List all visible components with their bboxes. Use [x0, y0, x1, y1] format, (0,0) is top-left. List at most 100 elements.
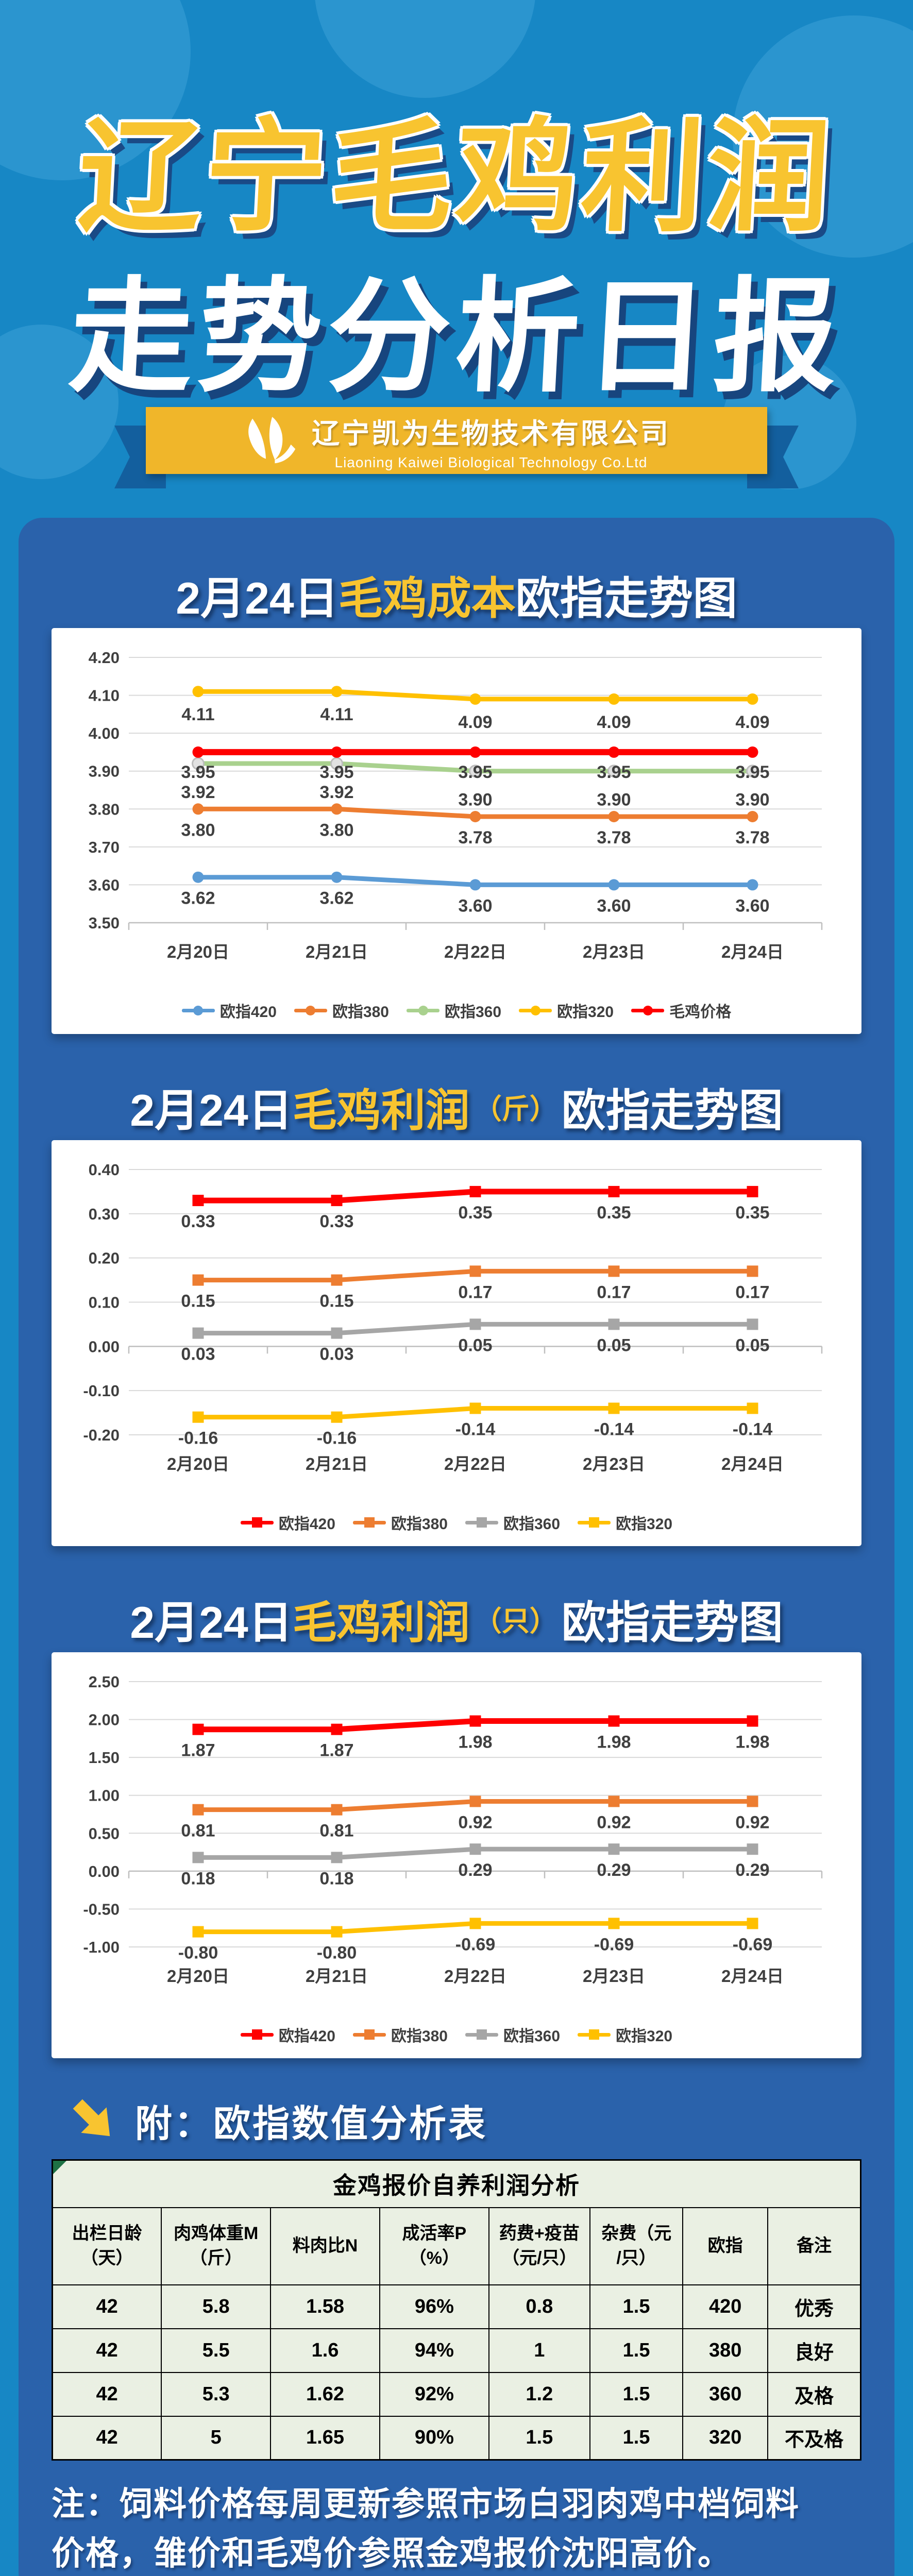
svg-text:1.87: 1.87 [181, 1741, 215, 1760]
legend-label: 欧指320 [616, 2028, 673, 2045]
table-cell: 420 [682, 2284, 769, 2329]
table-cell: 1.6 [270, 2328, 380, 2373]
legend-label: 欧指380 [332, 1004, 389, 1021]
svg-text:0.17: 0.17 [735, 1282, 769, 1302]
svg-text:1.98: 1.98 [597, 1733, 631, 1752]
svg-text:0.40: 0.40 [89, 1161, 120, 1179]
company-ribbon: 辽宁凯为生物技术有限公司 Liaoning Kaiwei Biological … [146, 407, 767, 474]
svg-text:2月24日: 2月24日 [721, 1454, 784, 1473]
legend-marker [578, 2029, 611, 2040]
svg-text:3.62: 3.62 [181, 889, 215, 908]
svg-text:3.95: 3.95 [458, 762, 492, 782]
svg-text:0.00: 0.00 [89, 1337, 120, 1355]
legend-item: 欧指360 [465, 1511, 560, 1534]
svg-text:2月21日: 2月21日 [306, 1967, 368, 1986]
svg-text:2月24日: 2月24日 [721, 942, 784, 961]
svg-text:3.95: 3.95 [181, 762, 215, 782]
table-cell: 5.5 [161, 2328, 272, 2373]
svg-text:0.05: 0.05 [735, 1335, 769, 1355]
svg-text:2月23日: 2月23日 [583, 942, 645, 961]
table-header-cell: 备注 [767, 2207, 861, 2285]
svg-text:0.20: 0.20 [89, 1249, 120, 1267]
table-row: 42 5.3 1.62 92% 1.2 1.5 360 及格 [52, 2371, 861, 2417]
chart-title-part: （斤） [474, 1093, 557, 1125]
company-name-block: 辽宁凯为生物技术有限公司 Liaoning Kaiwei Biological … [312, 411, 670, 471]
table-cell: 380 [682, 2328, 769, 2373]
svg-text:4.11: 4.11 [181, 705, 214, 724]
table-row: 42 5.5 1.6 94% 1 1.5 380 良好 [52, 2328, 861, 2373]
svg-text:-0.14: -0.14 [455, 1420, 496, 1439]
table-cell: 优秀 [767, 2284, 861, 2329]
table-cell: 及格 [767, 2371, 861, 2417]
chart-title-part: 2月24日 [130, 1598, 293, 1648]
svg-text:0.29: 0.29 [458, 1860, 492, 1880]
legend-marker [465, 1517, 498, 1528]
svg-text:3.92: 3.92 [319, 783, 353, 802]
table-cell: 1.58 [270, 2284, 380, 2329]
svg-text:3.95: 3.95 [735, 762, 769, 782]
legend-marker [519, 1005, 552, 1015]
chart-title-part: 欧指走势图 [515, 573, 737, 623]
table-cell: 5.3 [161, 2371, 272, 2417]
table-cell: 1.5 [589, 2415, 684, 2461]
chart-title-part: 欧指走势图 [561, 1598, 783, 1648]
table-cell: 42 [52, 2371, 162, 2417]
svg-text:3.90: 3.90 [458, 790, 492, 810]
table-header-cell: 出栏日龄 （天） [52, 2207, 162, 2285]
svg-text:-0.14: -0.14 [594, 1420, 634, 1439]
svg-text:4.09: 4.09 [735, 713, 769, 732]
legend-marker [631, 1005, 665, 1015]
cost-chart-card: 4.20 4.10 4.00 3.90 3.80 3.70 3.60 3.50 2月20日 2月2… [52, 628, 861, 1034]
profit-per-bird-chart-legend: 欧指420 欧指380 欧指360 欧指320 [52, 2014, 861, 2055]
profit-per-bird-chart-title: 2月24日 毛鸡利润 （只） 欧指走势图 [52, 1589, 861, 1648]
svg-text:0.03: 0.03 [319, 1345, 353, 1364]
profit-per-bird-chart-section: 2月24日 毛鸡利润 （只） 欧指走势图 2.50 2.00 1.50 1.00 0.50 0.… [52, 1589, 861, 2058]
cost-chart-section: 2月24日 毛鸡成本 欧指走势图 4.20 4.10 4.00 3.90 3.80 3.70 3… [52, 565, 861, 1034]
legend-marker [181, 1005, 215, 1015]
svg-text:0.92: 0.92 [458, 1812, 492, 1832]
svg-text:0.92: 0.92 [735, 1812, 769, 1832]
main-panel: 2月24日 毛鸡成本 欧指走势图 4.20 4.10 4.00 3.90 3.80 3.70 3… [19, 518, 894, 2576]
svg-text:1.00: 1.00 [89, 1787, 120, 1805]
chart-title-part: 毛鸡成本 [338, 573, 516, 623]
legend-item: 欧指420 [181, 999, 277, 1022]
svg-text:3.90: 3.90 [735, 790, 769, 810]
svg-text:2月23日: 2月23日 [583, 1454, 645, 1473]
legend-marker [352, 1517, 386, 1528]
svg-text:3.60: 3.60 [735, 896, 769, 916]
svg-text:3.60: 3.60 [458, 896, 492, 916]
svg-text:3.95: 3.95 [597, 762, 631, 782]
table-cell: 1.5 [589, 2328, 684, 2373]
svg-text:2.50: 2.50 [89, 1673, 120, 1691]
svg-text:3.78: 3.78 [735, 828, 769, 848]
profit-per-bird-chart-canvas: 2.50 2.00 1.50 1.00 0.50 0.00 -0.50 -1.00 2月20日 2… [83, 1673, 823, 1986]
svg-text:2月20日: 2月20日 [167, 1967, 229, 1986]
table-header-cell: 欧指 [682, 2207, 769, 2285]
legend-marker [578, 1517, 611, 1528]
appendix-title: 附：欧指数值分析表 [135, 2103, 488, 2145]
table-cell: 不及格 [767, 2415, 861, 2461]
table-cell: 42 [52, 2415, 162, 2461]
legend-label: 欧指320 [557, 1004, 614, 1021]
svg-text:0.17: 0.17 [458, 1282, 492, 1302]
legend-item: 毛鸡价格 [631, 999, 731, 1022]
table-cell: 92% [379, 2371, 489, 2417]
note-text: 注：饲料价格每周更新参照市场白羽肉鸡中档饲料 价格，雏价和毛鸡价参照金鸡报价沈阳… [52, 2485, 800, 2572]
svg-text:2月22日: 2月22日 [444, 1967, 506, 1986]
svg-text:3.70: 3.70 [89, 838, 120, 856]
table-header-cell: 料肉比N [270, 2207, 380, 2285]
svg-text:1.98: 1.98 [735, 1733, 769, 1752]
decor-circle [0, 325, 119, 479]
svg-text:-0.16: -0.16 [178, 1429, 218, 1448]
chart-title-part: 2月24日 [176, 573, 339, 623]
svg-text:2月23日: 2月23日 [583, 1967, 645, 1986]
svg-text:3.92: 3.92 [181, 783, 215, 802]
chart-title-part: 毛鸡利润 [292, 1086, 470, 1136]
legend-label: 欧指420 [219, 1004, 277, 1021]
legend-item: 欧指360 [407, 999, 501, 1022]
header: 辽宁毛鸡利润 走势分析日报 辽宁凯为生物技术有限公司 Liaoning Kaiw… [0, 0, 913, 518]
table-cell: 94% [379, 2328, 489, 2373]
table-cell: 320 [682, 2415, 769, 2461]
profit-table: 金鸡报价自养利润分析 出栏日龄 （天） 肉鸡体重M （斤） 料肉比N 成活率P （%）药… [52, 2159, 861, 2461]
svg-text:-0.69: -0.69 [455, 1935, 496, 1954]
